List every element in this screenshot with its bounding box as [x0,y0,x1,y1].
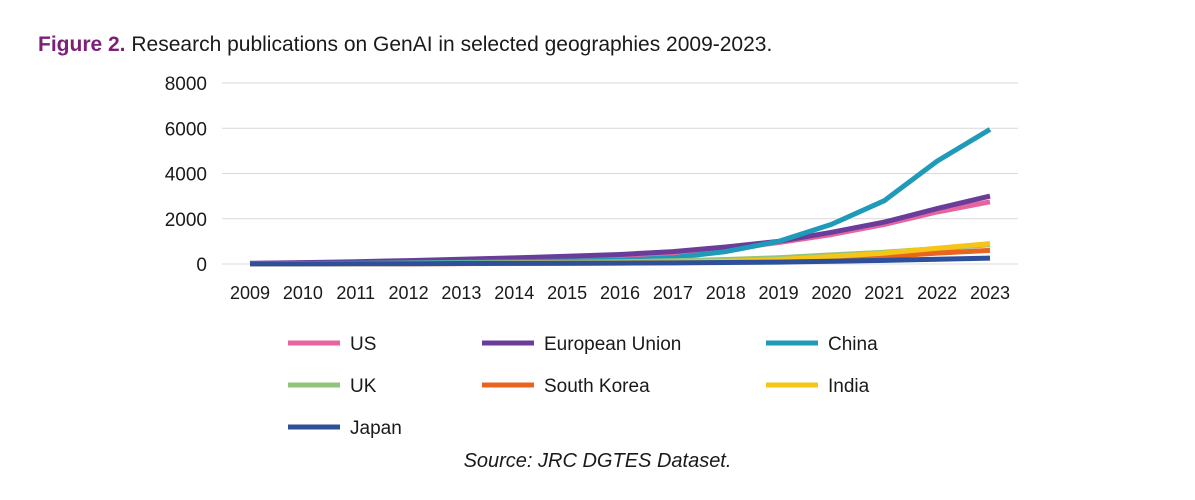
series-line-japan [250,255,991,267]
legend-label-us: US [350,334,376,355]
x-tick-label: 2020 [811,283,851,303]
grid-lines [222,82,1018,265]
x-axis-ticks: 2009 2010 2011 2012 2013 2014 2015 2016 2017 2018… [230,283,1010,303]
series-line-china [249,127,992,267]
source-note: Source: JRC DGTES Dataset. [463,450,732,472]
y-axis-ticks: 0 2000 4000 6000 8000 [165,74,207,276]
series-lines [249,127,992,267]
figure-title: Figure 2. Research publications on GenAI… [38,33,772,57]
x-tick-label: 2019 [759,283,799,303]
legend: US European Union China UK South Korea India J… [288,334,878,439]
x-tick-label: 2017 [653,283,693,303]
x-tick-label: 2022 [917,283,957,303]
x-tick-label: 2016 [600,283,640,303]
x-tick-label: 2021 [864,283,904,303]
legend-label-china: China [828,334,878,355]
figure-label: Figure 2. [38,33,126,56]
legend-label-south-korea: South Korea [544,376,650,397]
legend-label-european-union: European Union [544,334,681,355]
x-tick-label: 2012 [389,283,429,303]
legend-label-uk: UK [350,376,377,397]
y-tick-label: 0 [196,255,207,276]
x-tick-label: 2011 [336,283,375,303]
legend-label-india: India [828,376,870,397]
y-tick-label: 6000 [165,119,207,140]
legend-label-japan: Japan [350,418,402,439]
x-tick-label: 2013 [441,283,481,303]
x-tick-label: 2014 [494,283,534,303]
y-tick-label: 2000 [165,210,207,231]
x-tick-label: 2009 [230,283,270,303]
x-tick-label: 2015 [547,283,587,303]
y-tick-label: 4000 [165,165,207,186]
x-tick-label: 2010 [283,283,323,303]
x-tick-label: 2023 [970,283,1010,303]
y-tick-label: 8000 [165,74,207,95]
figure-caption: Research publications on GenAI in select… [131,33,773,56]
x-tick-label: 2018 [706,283,746,303]
